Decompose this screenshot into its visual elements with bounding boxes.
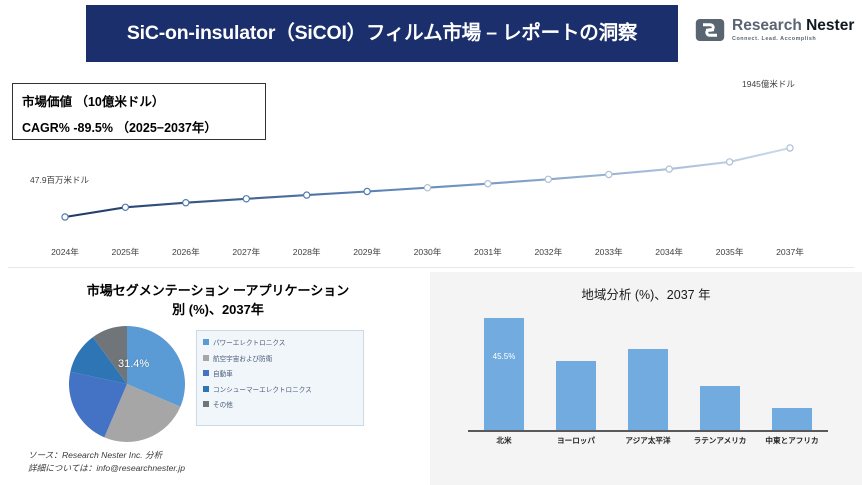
x-axis-tick-label: 2035年: [715, 247, 744, 257]
cagr-label: CAGR% -89.5% （2025−2037年）: [22, 121, 217, 135]
line-end-value-label: 1945億米ドル: [742, 79, 795, 89]
bar-value-label: 45.5%: [492, 352, 516, 361]
bar: [772, 407, 812, 430]
section-divider: [8, 267, 854, 268]
legend-item-label: 航空宇宙および防衛: [213, 355, 273, 363]
legend-swatch-icon: [203, 354, 209, 361]
bar-category-label: ヨーロッパ: [557, 436, 595, 445]
logo-tagline: Connect. Lead. Accomplish: [732, 35, 817, 42]
line-chart-marker: [725, 158, 734, 166]
segmentation-title-line1: 市場セグメンテーション ーアプリケーション: [86, 283, 350, 298]
bar-category-label: 中東とアフリカ: [765, 436, 819, 445]
line-chart-marker: [363, 187, 371, 196]
logo-word-nester: Nester: [806, 17, 855, 35]
legend-item-label: その他: [213, 402, 233, 409]
line-chart-marker: [786, 144, 794, 152]
line-chart-x-axis: 2024年 2025年 2026年 2027年 2028年 2029年 2030年 2031年…: [0, 246, 862, 264]
pie-slice-value-label: 31.4%: [118, 358, 150, 370]
bar-column: [767, 318, 817, 430]
legend-swatch-icon: [203, 339, 209, 345]
bar-column: [623, 318, 673, 430]
legend-swatch-icon: [203, 401, 209, 407]
line-start-value-label: 47.9百万米ドル: [30, 175, 90, 185]
legend-item-label: 自動車: [213, 371, 233, 378]
legend-item: その他: [203, 399, 359, 409]
pie-slice: [127, 326, 185, 407]
legend-item: 航空宇宙および防衛: [203, 353, 359, 363]
x-axis-tick-label: 2029年: [353, 247, 381, 257]
line-chart-marker: [665, 165, 673, 173]
pie-slice: [69, 371, 127, 438]
x-axis-tick-label: 2026年: [171, 247, 200, 257]
legend-item-label: コンシューマーエレクトロニクス: [213, 386, 312, 394]
bar: [628, 348, 668, 430]
line-chart-marker: [121, 203, 130, 212]
legend-swatch-icon: [203, 370, 209, 376]
segmentation-legend: パワーエレクトロニクス 航空宇宙および防衛 自動車コンシューマーエレクトロニクス その…: [196, 330, 364, 426]
bar-category-label: アジア太平洋: [625, 436, 671, 445]
x-axis-tick-label: 2024年: [51, 247, 79, 257]
segmentation-title-line2: 別 (%)、2037年: [172, 301, 264, 317]
bar-chart-axis-line: [468, 430, 828, 432]
logo-word-research: Research: [732, 17, 807, 35]
bar-chart-category-labels: 北米 ヨーロッパ アジア太平洋 ラテンアメリカ 中東とアフリカ: [468, 435, 828, 451]
line-chart-marker: [303, 191, 311, 199]
legend-swatch-icon: [203, 385, 209, 392]
bar-column: 45.5%: [479, 318, 529, 430]
segmentation-pie-chart: [66, 324, 188, 444]
bar-column: [551, 318, 601, 430]
pie-slice: [70, 337, 127, 384]
research-nester-logo-icon: [695, 18, 725, 42]
source-line-2: 詳細については：info@researchnester.jp: [28, 463, 185, 474]
bar-column: [695, 318, 745, 430]
source-line-1: ソース：Research Nester Inc. 分析: [28, 450, 163, 460]
x-axis-tick-label: 2030年: [413, 247, 442, 257]
bar: [700, 385, 740, 430]
line-chart-marker: [61, 213, 69, 221]
line-chart-marker: [484, 180, 492, 188]
market-value-box: 市場価値 （10億米ドル） CAGR% -89.5% （2025−2037年）: [12, 83, 266, 140]
source-note: ソース：Research Nester Inc. 分析 詳細については：info…: [28, 449, 185, 476]
bar: 45.5%: [484, 318, 524, 430]
x-axis-tick-label: 2027年: [232, 247, 261, 257]
pie-slice: [92, 326, 127, 384]
regional-analysis-title: 地域分析 (%)、2037 年: [581, 288, 711, 302]
logo-text-block: Research Nester Connect. Lead. Accomplis…: [732, 18, 854, 42]
line-chart-marker: [423, 184, 432, 192]
bar: [556, 361, 596, 430]
line-chart-marker: [605, 170, 613, 179]
bar-category-label: ラテンアメリカ: [693, 436, 747, 445]
x-axis-tick-label: 2031年: [474, 247, 502, 257]
market-value-line-chart: [0, 130, 862, 240]
x-axis-tick-label: 2033年: [594, 247, 623, 257]
page-title-bar: SiC-on-insulator（SiCOI）フィルム市場 – レポートの洞察: [86, 5, 678, 62]
line-chart-marker: [544, 175, 553, 184]
x-axis-tick-label: 2037年: [776, 247, 804, 257]
line-chart-marker: [242, 195, 250, 203]
legend-item-label: パワーエレクトロニクス: [213, 340, 286, 347]
segmentation-panel: 市場セグメンテーション ーアプリケーション 別 (%)、2037年 31.4% …: [0, 272, 428, 485]
pie-slice: [104, 384, 181, 442]
x-axis-tick-label: 2034年: [655, 247, 684, 257]
legend-item: パワーエレクトロニクス: [203, 337, 359, 347]
legend-item: 自動車: [203, 368, 359, 378]
page-title: SiC-on-insulator（SiCOI）フィルム市場 – レポートの洞察: [126, 21, 638, 44]
bar-category-label: 北米: [496, 436, 512, 445]
logo-wordmark: Research Nester: [732, 18, 854, 34]
x-axis-tick-label: 2028年: [292, 247, 321, 257]
x-axis-tick-label: 2032年: [534, 247, 563, 257]
market-value-label: 市場価値 （10億米ドル）: [22, 95, 165, 109]
line-chart-marker: [182, 198, 190, 207]
x-axis-tick-label: 2025年: [111, 247, 140, 257]
segmentation-title: 市場セグメンテーション ーアプリケーション 別 (%)、2037年: [48, 282, 388, 320]
brand-logo: Research Nester Connect. Lead. Accomplis…: [695, 12, 855, 48]
regional-bar-chart: 45.5%: [468, 318, 828, 430]
legend-item: コンシューマーエレクトロニクス: [203, 384, 359, 394]
regional-analysis-panel: 地域分析 (%)、2037 年 45.5% 北米 ヨーロッパ アジア太平洋 ラテンアメ…: [430, 272, 862, 485]
